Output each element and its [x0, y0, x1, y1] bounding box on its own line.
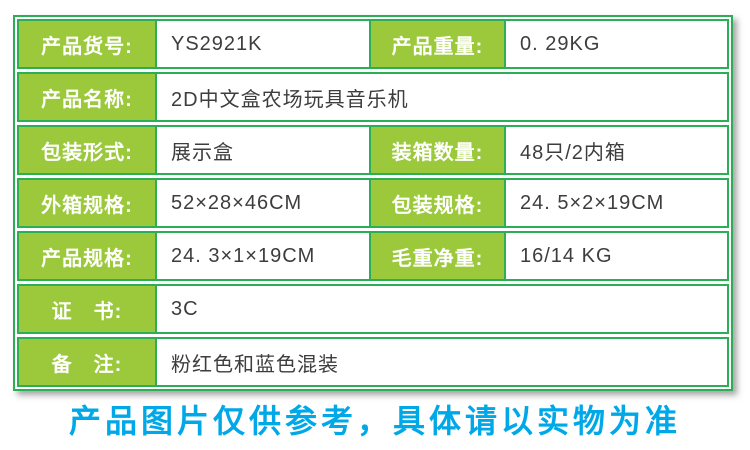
field-label-packaging-type: 包装形式:: [17, 125, 157, 175]
field-label-remarks: 备 注:: [17, 337, 157, 387]
field-value-product-code: YS2921K: [155, 19, 371, 69]
field-label-carton-quantity: 装箱数量:: [369, 125, 506, 175]
field-value-carton-quantity: 48只/2内箱: [504, 125, 729, 175]
product-spec-table: 产品货号: YS2921K 产品重量: 0. 29KG 产品名称: 2D中文盒农…: [13, 15, 733, 391]
field-value-certificate: 3C: [155, 284, 729, 334]
field-value-product-size: 24. 3×1×19CM: [155, 231, 371, 281]
field-label-product-code: 产品货号:: [17, 19, 157, 69]
field-value-product-weight: 0. 29KG: [504, 19, 729, 69]
table-row: 产品名称: 2D中文盒农场玩具音乐机: [17, 72, 729, 122]
field-label-product-weight: 产品重量:: [369, 19, 506, 69]
field-label-product-size: 产品规格:: [17, 231, 157, 281]
field-label-gross-net-weight: 毛重净重:: [369, 231, 506, 281]
table-row: 证 书: 3C: [17, 284, 729, 334]
field-label-outer-carton-size: 外箱规格:: [17, 178, 157, 228]
field-label-product-name: 产品名称:: [17, 72, 157, 122]
field-value-packaging-type: 展示盒: [155, 125, 371, 175]
field-value-product-name: 2D中文盒农场玩具音乐机: [155, 72, 729, 122]
table-row: 外箱规格: 52×28×46CM 包装规格: 24. 5×2×19CM: [17, 178, 729, 228]
field-value-gross-net-weight: 16/14 KG: [504, 231, 729, 281]
table-row: 包装形式: 展示盒 装箱数量: 48只/2内箱: [17, 125, 729, 175]
field-label-certificate: 证 书:: [17, 284, 157, 334]
table-row: 产品规格: 24. 3×1×19CM 毛重净重: 16/14 KG: [17, 231, 729, 281]
footer-notice: 产品图片仅供参考，具体请以实物为准: [68, 403, 681, 439]
table-row: 产品货号: YS2921K 产品重量: 0. 29KG: [17, 19, 729, 69]
field-value-packaging-size: 24. 5×2×19CM: [504, 178, 729, 228]
field-value-outer-carton-size: 52×28×46CM: [155, 178, 371, 228]
table-row: 备 注: 粉红色和蓝色混装: [17, 337, 729, 387]
field-value-remarks: 粉红色和蓝色混装: [155, 337, 729, 387]
field-label-packaging-size: 包装规格:: [369, 178, 506, 228]
